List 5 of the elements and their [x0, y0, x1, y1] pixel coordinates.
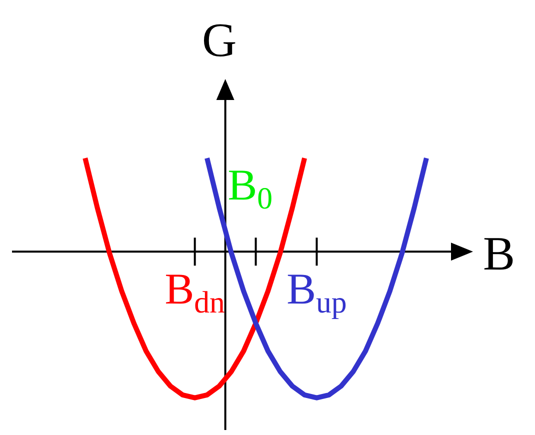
x-axis-title: B: [483, 228, 516, 281]
annotation: B$_{up}$: [286, 264, 347, 320]
y-axis-title: G: [202, 14, 237, 67]
annotation: B$_{dn}$: [164, 264, 225, 320]
annotation: B$_{0}$: [228, 160, 273, 216]
